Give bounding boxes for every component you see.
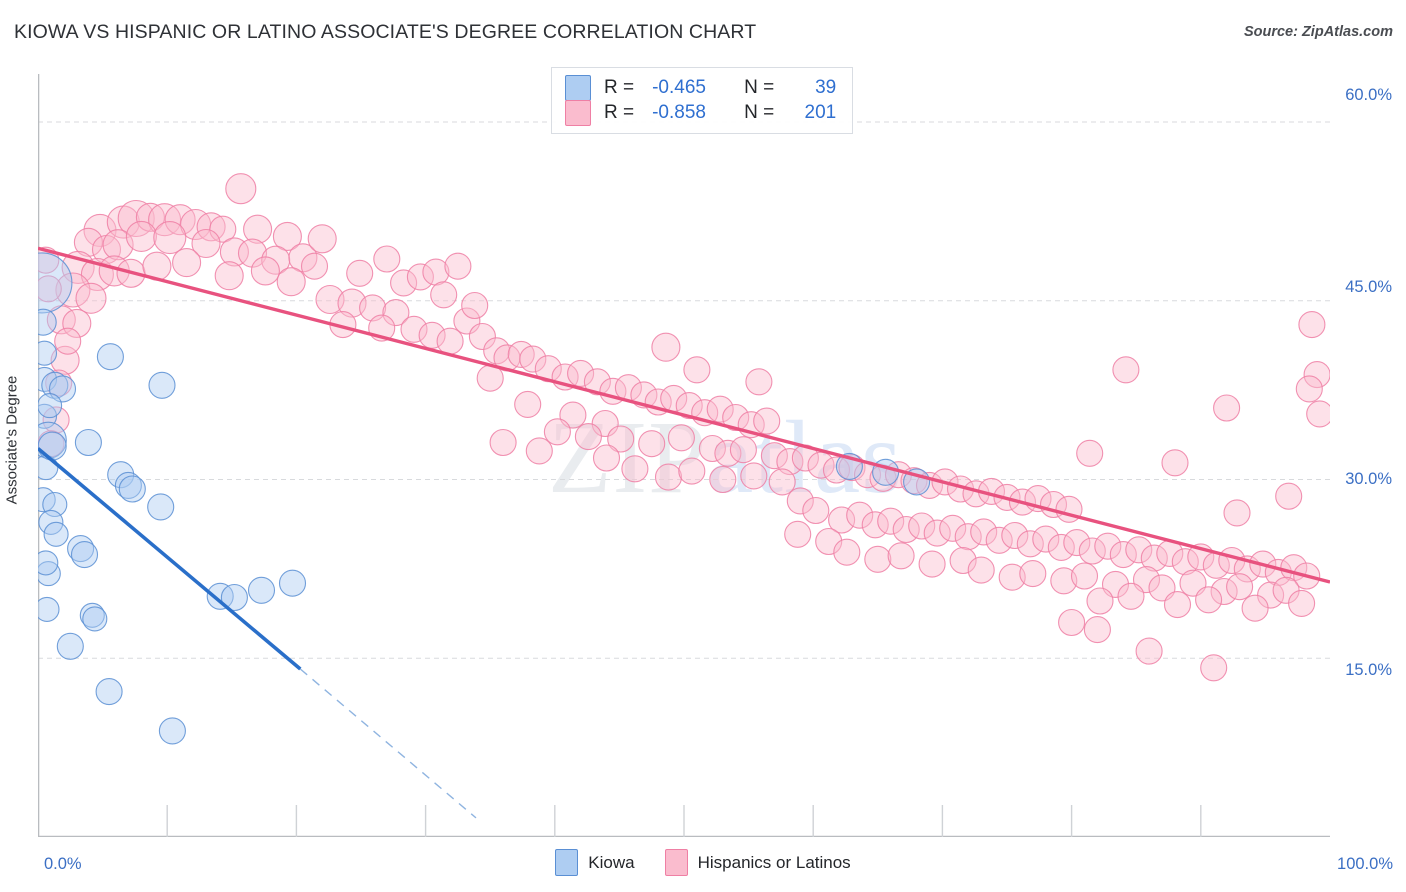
- stats-row-kiowa: R = -0.465 N = 39: [565, 74, 837, 101]
- n-label: N =: [744, 101, 775, 123]
- r-value-kiowa: -0.465: [652, 76, 706, 98]
- legend-label-hispanics-or-latinos: Hispanics or Latinos: [697, 852, 851, 872]
- legend-label-kiowa: Kiowa: [588, 852, 635, 872]
- r-label: R =: [604, 101, 635, 123]
- page-title: KIOWA VS HISPANIC OR LATINO ASSOCIATE'S …: [14, 21, 757, 43]
- scatter-plot-svg: [38, 74, 1330, 837]
- y-tick-label: 60.0%: [1345, 86, 1392, 104]
- y-axis-title-label: Associate's Degree: [3, 375, 21, 505]
- r-value-hispanics-or-latinos: -0.858: [652, 101, 706, 123]
- legend-item-hispanics-or-latinos[interactable]: Hispanics or Latinos: [664, 849, 851, 876]
- stats-row-hispanics-or-latinos: R = -0.858 N = 201: [565, 99, 837, 126]
- x-tick-label-max: 100.0%: [1337, 855, 1393, 873]
- r-label: R =: [604, 76, 635, 98]
- n-value-kiowa: 39: [815, 76, 837, 98]
- n-value-hispanics-or-latinos: 201: [804, 101, 837, 123]
- x-tick-label-min: 0.0%: [44, 855, 82, 873]
- y-tick-label: 45.0%: [1345, 278, 1392, 296]
- plot-area: [38, 60, 1330, 837]
- trend-line-kiowa: [38, 447, 302, 671]
- source-attribution: Source: ZipAtlas.com: [1243, 24, 1393, 40]
- legend-swatch-hispanics-or-latinos: [664, 849, 688, 876]
- series-legend: Kiowa Hispanics or Latinos: [0, 849, 1406, 876]
- y-tick-label: 15.0%: [1345, 661, 1392, 679]
- n-label: N =: [744, 76, 775, 98]
- y-axis-title: Associate's Degree: [0, 0, 24, 892]
- legend-item-kiowa[interactable]: Kiowa: [555, 849, 635, 876]
- series-swatch-kiowa: [565, 74, 591, 101]
- trend-line-kiowa-extrapolated: [299, 668, 477, 819]
- trend-line-hispanics-or-latinos: [38, 246, 1330, 584]
- y-tick-label: 30.0%: [1345, 470, 1392, 488]
- legend-swatch-kiowa: [555, 849, 579, 876]
- series-swatch-hispanics-or-latinos: [565, 99, 591, 126]
- correlation-stats-legend: R = -0.465 N = 39 R = -0.858 N = 201: [551, 67, 854, 134]
